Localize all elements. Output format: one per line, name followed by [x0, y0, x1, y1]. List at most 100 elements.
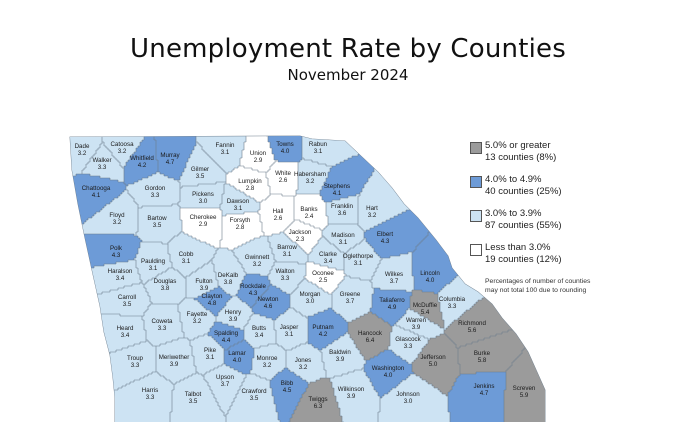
county-rockdale-area [236, 274, 270, 308]
county-lamar-area [224, 340, 254, 374]
county-name: Jefferson [420, 354, 446, 361]
county-jones-area [286, 342, 326, 384]
county-name: Wilkinson [338, 386, 365, 393]
county-rate: 4.8 [208, 300, 217, 307]
county-name: Talbot [185, 391, 202, 398]
county-towns-area [266, 136, 302, 162]
county-name: Fannin [216, 142, 235, 149]
county-name: Walker [92, 157, 111, 164]
county-name: Taliaferro [379, 297, 405, 304]
county-name: Butts [252, 325, 266, 332]
county-rate: 3.9 [229, 316, 238, 323]
county-rate: 3.7 [221, 381, 230, 388]
county-cherokee-area [180, 208, 222, 248]
county-rate: 2.9 [199, 221, 208, 228]
county-name: Jones [295, 357, 312, 364]
county-rate: 2.6 [274, 215, 283, 222]
county-name: Gordon [145, 185, 166, 192]
legend-note: Percentages of number of counties may no… [485, 278, 675, 295]
county-dekalb-area [212, 248, 246, 296]
county-screven-area [504, 310, 545, 422]
county-washington-area [364, 350, 414, 398]
county-rate: 3.1 [339, 239, 348, 246]
county-name: Clarke [319, 251, 337, 258]
county-rate: 3.1 [206, 354, 215, 361]
county-wilkinson-area [330, 368, 380, 422]
county-jackson-area [284, 220, 322, 254]
legend: 5.0% or greater 13 counties (8%) 4.0% to… [470, 140, 680, 294]
county-rate: 3.4 [121, 332, 130, 339]
county-rate: 2.5 [319, 277, 328, 284]
county-crawford-area [226, 374, 280, 422]
county-rate: 2.8 [236, 224, 245, 231]
county-rate: 3.1 [234, 205, 243, 212]
county-name: Barrow [277, 244, 297, 251]
county-coweta-area [142, 304, 184, 346]
county-rate: 5.8 [478, 357, 487, 364]
county-name: Chattooga [82, 185, 111, 192]
county-name: Gilmer [191, 166, 209, 173]
county-name: Towns [276, 141, 294, 148]
legend-label: 3.0% to 3.9% 87 counties (55%) [485, 208, 562, 231]
map-subtitle: November 2024 [287, 66, 409, 84]
county-name: Newton [258, 296, 280, 303]
county-name: Walton [275, 268, 295, 275]
county-rate: 3.3 [151, 192, 160, 199]
county-rate: 4.7 [480, 390, 489, 397]
county-baldwin-area [320, 332, 366, 378]
county-name: Madison [331, 232, 355, 239]
county-henry-area [216, 296, 254, 330]
county-rate: 4.0 [233, 357, 242, 364]
legend-item-blue: 4.0% to 4.9% 40 counties (25%) [470, 174, 680, 208]
county-name: Washington [372, 365, 405, 372]
county-name: Bartow [147, 215, 167, 222]
county-rate: 2.6 [279, 177, 288, 184]
legend-label: 4.0% to 4.9% 40 counties (25%) [485, 174, 562, 197]
county-lumpkin-area [226, 166, 270, 202]
county-walton-area [268, 262, 306, 294]
county-name: Harris [142, 387, 159, 394]
legend-range: Less than 3.0% [485, 242, 551, 253]
county-wilkes-area [370, 252, 414, 292]
county-name: Banks [300, 206, 317, 213]
county-name: Elbert [377, 231, 393, 238]
county-rate: 3.4 [255, 332, 264, 339]
county-rate: 3.2 [118, 148, 127, 155]
county-rate: 3.0 [199, 198, 208, 205]
county-talbot-area [170, 372, 226, 422]
county-rate: 5.9 [520, 392, 529, 399]
county-name: Warren [406, 317, 427, 324]
legend-detail: 40 counties (25%) [485, 185, 562, 197]
county-name: Lamar [228, 350, 246, 357]
